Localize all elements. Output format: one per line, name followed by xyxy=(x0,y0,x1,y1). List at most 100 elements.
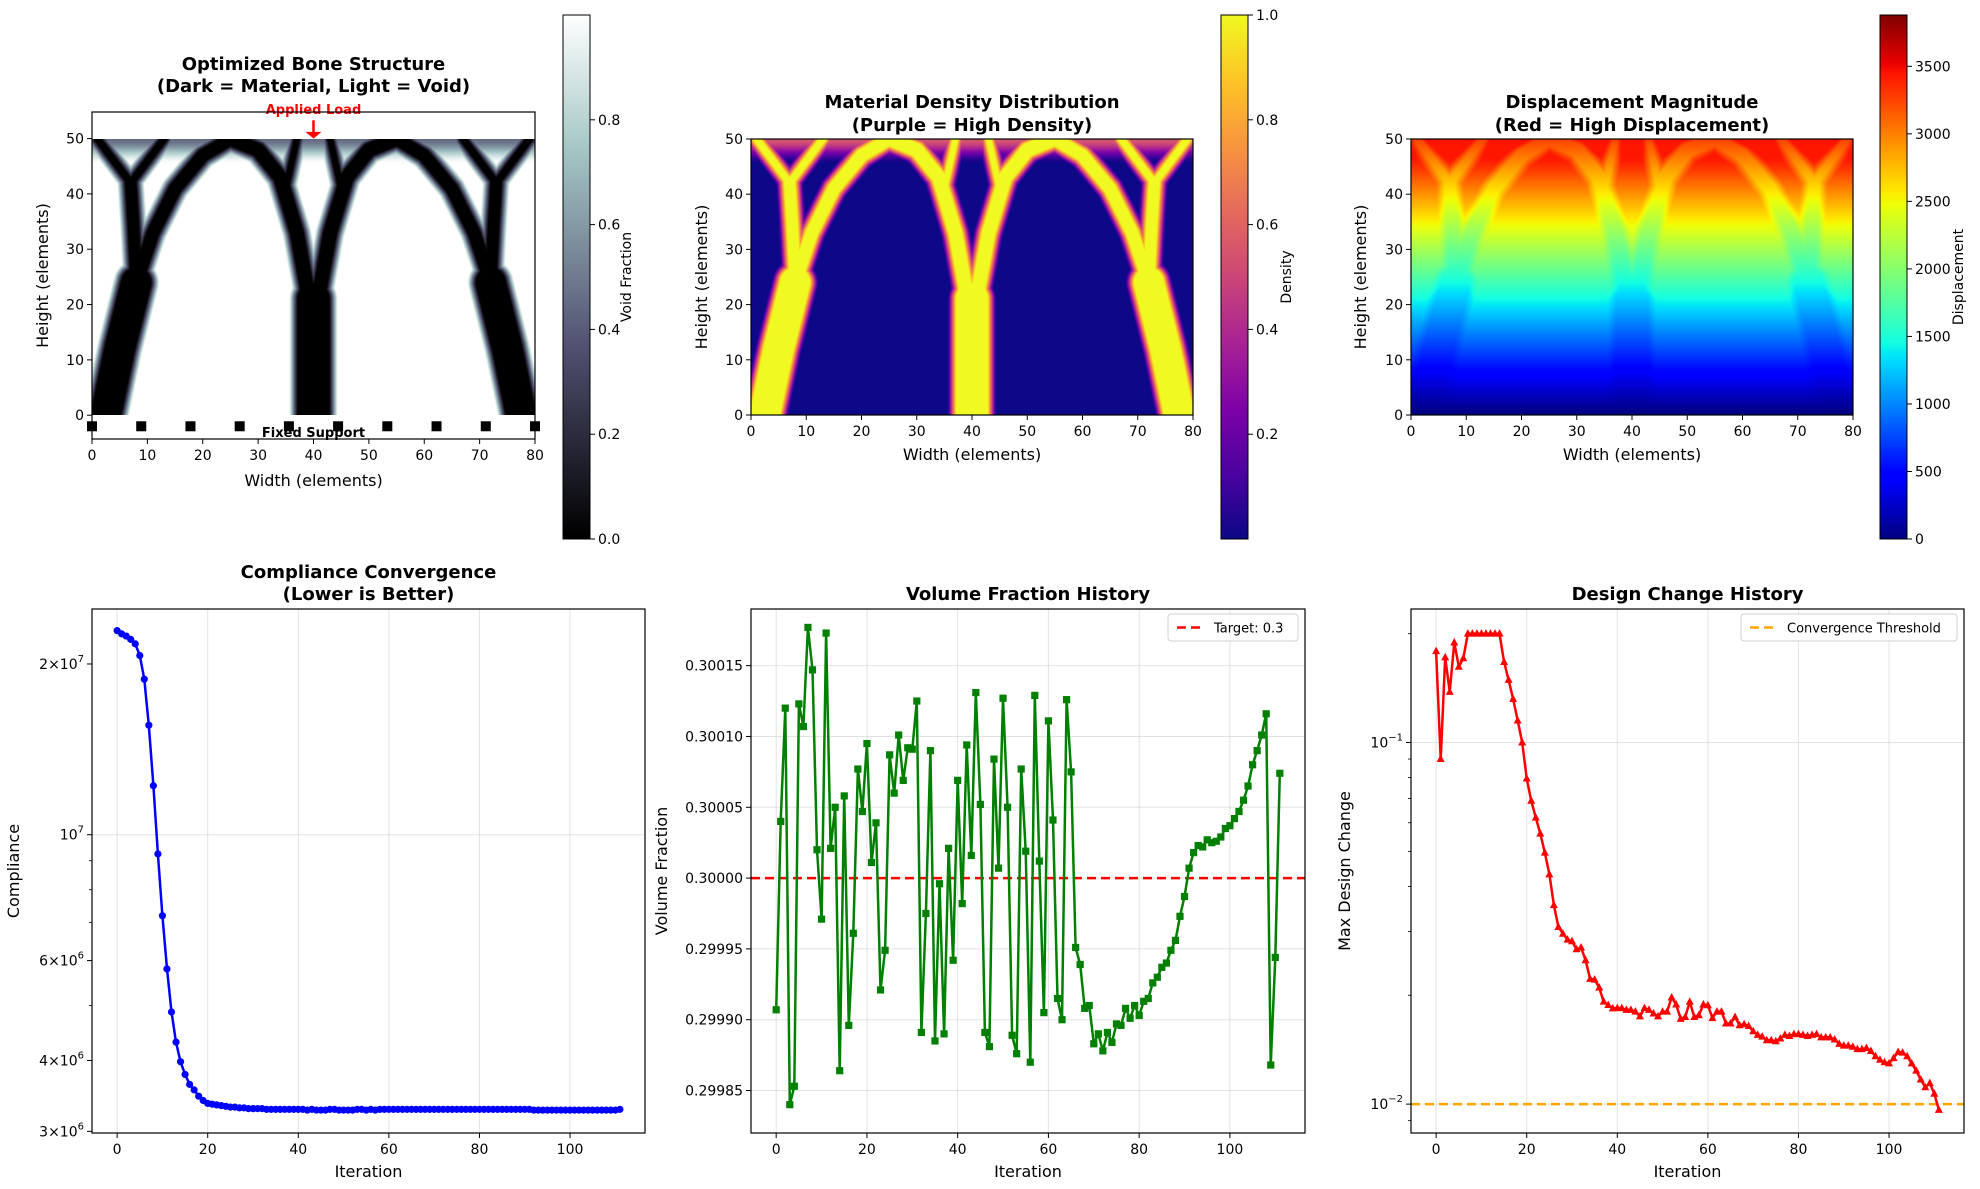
x-tick-label: 80 xyxy=(1130,1142,1148,1158)
y-tick-label: 30 xyxy=(1385,242,1403,258)
data-point xyxy=(1190,848,1198,857)
data-point xyxy=(195,1092,203,1100)
y-axis-label: Volume Fraction xyxy=(652,807,671,935)
colorbar-tick-label: 0.0 xyxy=(598,532,620,548)
data-point xyxy=(1276,769,1284,777)
data-point xyxy=(158,912,167,920)
x-tick-label: 70 xyxy=(471,448,489,464)
data-point xyxy=(1495,629,1504,637)
data-point xyxy=(822,629,830,637)
data-point xyxy=(1599,997,1608,1005)
data-point xyxy=(1536,829,1545,837)
colorbar-tick-label: 500 xyxy=(1915,464,1942,480)
data-point xyxy=(1180,892,1189,901)
data-point xyxy=(1436,754,1445,763)
data-point xyxy=(913,697,921,705)
x-tick-label: 80 xyxy=(1790,1142,1808,1158)
data-point xyxy=(981,1028,989,1037)
data-point xyxy=(1749,1026,1758,1035)
x-tick-label: 10 xyxy=(138,448,156,464)
data-point xyxy=(190,1086,198,1094)
x-tick-label: 100 xyxy=(1876,1142,1903,1158)
y-tick-label: 20 xyxy=(725,298,743,314)
x-tick-label: 80 xyxy=(471,1142,489,1158)
data-point xyxy=(1527,796,1536,804)
displacement-colorbar xyxy=(1880,15,1907,539)
data-point xyxy=(831,803,839,811)
data-point xyxy=(1049,816,1057,824)
data-point xyxy=(1835,1039,1844,1047)
x-axis-label: Width (elements) xyxy=(244,471,382,490)
data-point xyxy=(1771,1036,1780,1045)
data-point xyxy=(1554,922,1563,930)
y-tick-label: 0.30010 xyxy=(685,729,743,745)
data-point xyxy=(172,1038,180,1046)
data-point xyxy=(1017,765,1025,773)
legend-label: Convergence Threshold xyxy=(1787,622,1941,637)
x-axis-label: Iteration xyxy=(1654,1162,1722,1181)
x-tick-label: 50 xyxy=(1678,424,1696,440)
x-axis-label: Width (elements) xyxy=(903,445,1041,464)
data-point xyxy=(1022,847,1030,855)
fixed-support-marker xyxy=(234,421,245,432)
data-point xyxy=(872,819,880,827)
data-point xyxy=(890,789,898,797)
x-tick-label: 20 xyxy=(858,1142,876,1158)
data-point xyxy=(1862,1043,1871,1052)
data-point xyxy=(1199,843,1207,851)
data-point xyxy=(1271,953,1279,961)
x-tick-label: 0 xyxy=(1432,1142,1441,1158)
data-point xyxy=(1708,1013,1717,1022)
data-point xyxy=(1848,1042,1857,1050)
chart-title: Volume Fraction History xyxy=(906,584,1150,605)
density-image xyxy=(751,139,1193,415)
data-point xyxy=(1753,1030,1762,1038)
data-point xyxy=(181,1070,189,1079)
data-point xyxy=(1531,813,1540,821)
data-point xyxy=(1617,1003,1626,1012)
data-point xyxy=(1780,1030,1789,1038)
data-point xyxy=(1681,1012,1690,1021)
tick-exponent: 7 xyxy=(78,825,84,836)
data-point xyxy=(1907,1058,1916,1067)
axes-spines xyxy=(1410,138,1854,416)
data-point xyxy=(976,800,984,809)
chart-subtitle: (Purple = High Density) xyxy=(852,115,1093,136)
y-tick-label: 20 xyxy=(1385,298,1403,314)
tick-exponent: −2 xyxy=(1388,1094,1403,1105)
x-tick-label: 80 xyxy=(1184,424,1202,440)
data-point xyxy=(813,846,821,854)
data-point xyxy=(1432,646,1441,655)
data-point xyxy=(863,739,871,748)
x-tick-label: 70 xyxy=(1129,424,1147,440)
applied-load-label: Applied Load xyxy=(266,103,362,118)
colorbar-axis: 0 500 1000 1500 2000 2500 3000 3500 Displacement xyxy=(1879,14,1967,548)
data-point xyxy=(958,899,966,908)
data-point xyxy=(1090,1040,1098,1048)
data-point xyxy=(1758,1032,1767,1040)
data-point xyxy=(1081,1004,1089,1012)
x-tick-label: 60 xyxy=(1734,424,1752,440)
data-point xyxy=(1577,943,1586,951)
data-point xyxy=(1563,935,1572,943)
colorbar-tick-label: 2500 xyxy=(1915,194,1951,210)
colorbar-axis: 0.2 0.4 0.6 0.8 1.0 Density xyxy=(1220,8,1295,540)
y-tick-label: 10−1 xyxy=(1370,733,1403,752)
colorbar-tick-label: 0.4 xyxy=(598,322,620,338)
data-point xyxy=(1649,1008,1658,1017)
data-point xyxy=(994,864,1003,872)
data-point xyxy=(990,755,998,763)
displacement-image xyxy=(1411,139,1853,415)
x-tick-label: 100 xyxy=(557,1142,584,1158)
data-point xyxy=(1667,992,1676,1001)
axes-spines xyxy=(750,138,1194,416)
fixed-support-marker xyxy=(185,421,196,432)
legend-box xyxy=(1740,613,1958,642)
data-point xyxy=(1826,1032,1835,1041)
data-point xyxy=(1500,657,1509,665)
colorbar-tick-label: 0.2 xyxy=(598,427,620,443)
data-point xyxy=(836,1067,844,1075)
data-point xyxy=(1703,1000,1712,1009)
data-point xyxy=(786,1101,794,1109)
